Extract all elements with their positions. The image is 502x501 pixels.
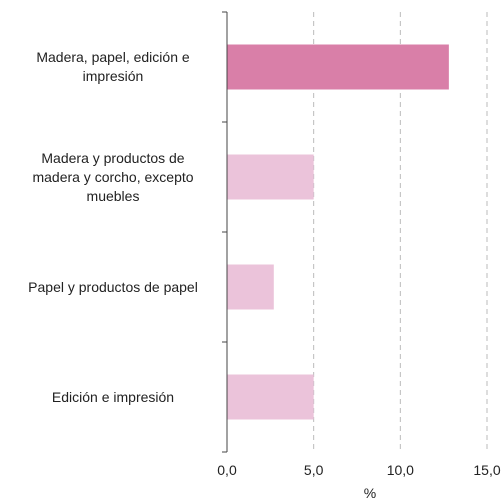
category-label: Papel y productos de papel — [8, 278, 218, 297]
category-label-line: Edición e impresión — [51, 388, 175, 405]
bars — [227, 44, 449, 420]
x-tick-label: 10,0 — [387, 462, 414, 478]
x-tick-label: 5,0 — [304, 462, 324, 478]
x-tick-label: 15,0 — [473, 462, 500, 478]
category-label: Madera y productos de madera y corcho, ex… — [8, 149, 218, 206]
category-label-line: impresión — [82, 68, 144, 84]
bar — [227, 374, 314, 420]
x-axis-title: % — [363, 485, 377, 501]
y-axis-ticks — [222, 11, 227, 453]
bar — [227, 154, 314, 200]
category-label: Edición e impresión — [8, 388, 218, 407]
category-label-line: Madera, papel, edición e — [36, 49, 190, 65]
category-label-line: muebles — [86, 187, 140, 204]
category-label-line: Madera y productos de — [41, 149, 185, 166]
category-label: Madera, papel, edición e impresión — [8, 48, 218, 86]
bar — [227, 264, 274, 310]
category-label-line: madera y corcho, excepto — [32, 168, 194, 185]
x-tick-label: 0,0 — [217, 462, 237, 478]
x-axis-tick-labels: 0,0 5,0 10,0 15,0 — [217, 462, 501, 478]
category-label-line: Papel y productos de papel — [28, 278, 198, 295]
bar — [227, 44, 449, 90]
